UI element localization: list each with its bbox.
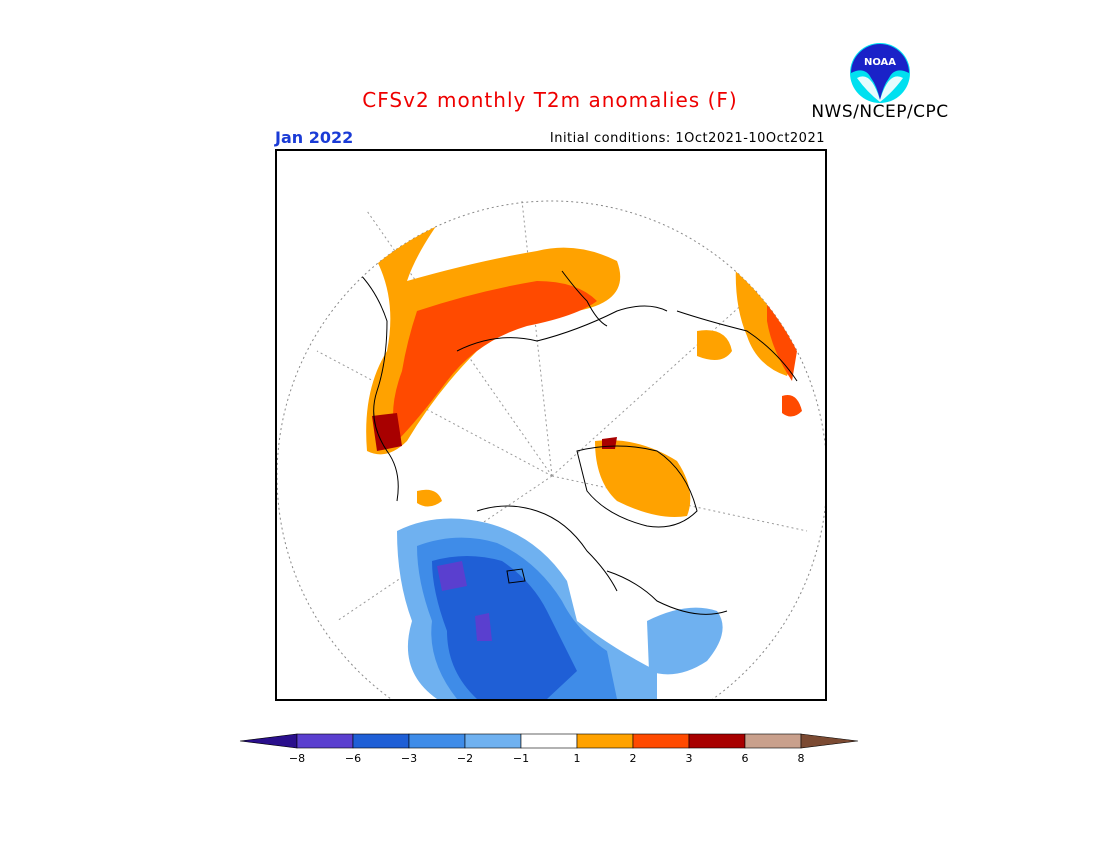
colorbar-tick-label: −6: [344, 752, 362, 765]
polar-map: [275, 149, 827, 701]
colorbar-tick-label: 8: [797, 752, 805, 765]
colorbar-tick-label: 6: [741, 752, 749, 765]
agency-label: NWS/NCEP/CPC: [811, 102, 949, 122]
colorbar-bin: [408, 733, 466, 749]
colorbar-bin: [744, 733, 802, 749]
colorbar-tick-label: 1: [573, 752, 581, 765]
chart-title: CFSv2 monthly T2m anomalies (F): [362, 88, 738, 112]
colorbar-bin-high: [800, 733, 859, 749]
colorbar-tick-label: −2: [456, 752, 474, 765]
colorbar-tick-label: −8: [288, 752, 306, 765]
noaa-logo-icon: NOAA: [850, 43, 910, 103]
colorbar-bin: [352, 733, 410, 749]
colorbar-bin: [576, 733, 634, 749]
colorbar-bin: [296, 733, 354, 749]
colorbar-tick-label: −1: [512, 752, 530, 765]
colorbar-bin: [520, 733, 578, 749]
colorbar-bin: [688, 733, 746, 749]
colorbar-tick-label: 3: [685, 752, 693, 765]
initial-conditions: Initial conditions: 1Oct2021-10Oct2021: [549, 131, 825, 146]
colorbar-bin-low: [239, 733, 298, 749]
colorbar-tick-label: −3: [400, 752, 418, 765]
colorbar-bin: [464, 733, 522, 749]
colorbar-bin: [632, 733, 690, 749]
valid-period: Jan 2022: [275, 128, 354, 147]
colorbar: [239, 733, 859, 749]
colorbar-tick-label: 2: [629, 752, 637, 765]
colorbar-bins: [239, 733, 859, 749]
noaa-logo-text: NOAA: [864, 57, 896, 68]
polar-map-canvas: [277, 200, 825, 699]
